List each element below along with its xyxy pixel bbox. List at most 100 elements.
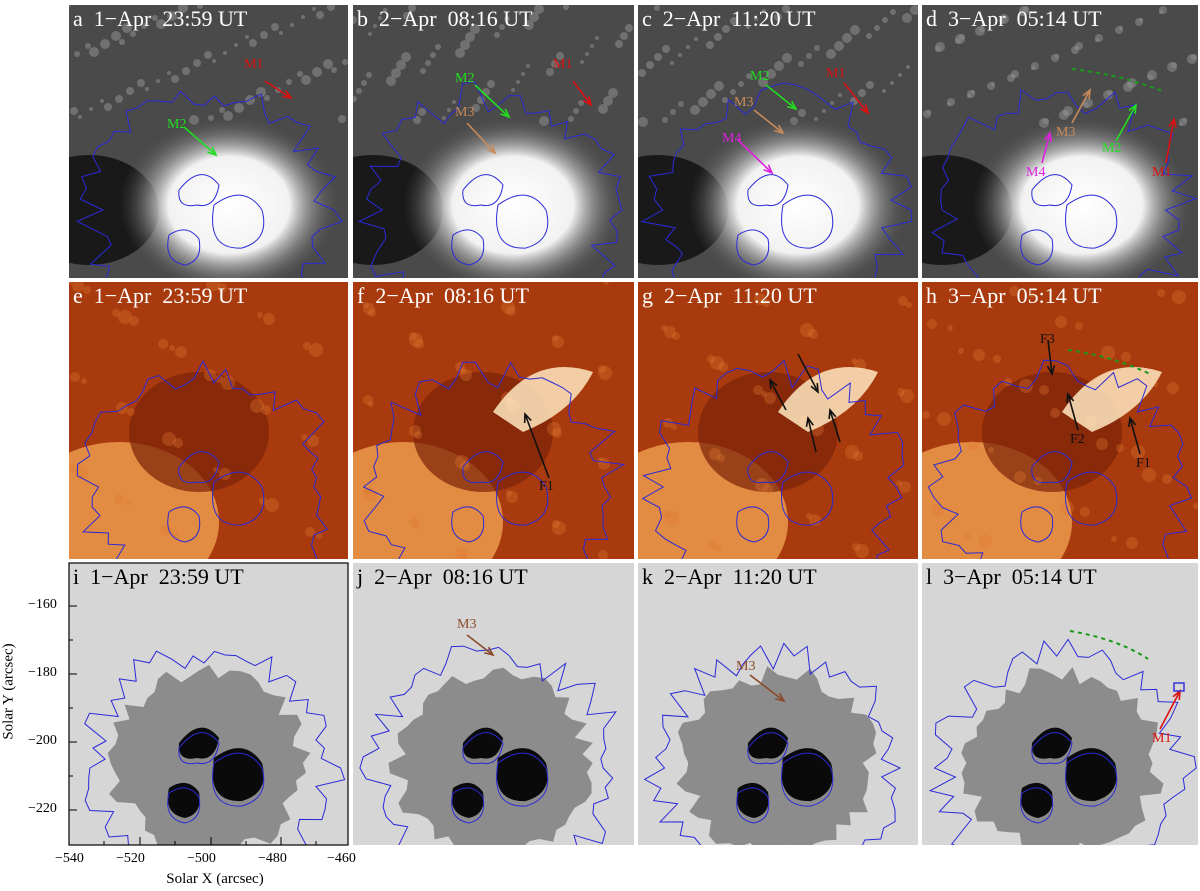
network-element	[145, 87, 149, 91]
flare-ribbon	[778, 367, 878, 432]
penumbra-contour	[76, 90, 343, 278]
network-element	[264, 95, 270, 101]
network-element	[798, 61, 804, 67]
umbra-contour	[1020, 787, 1054, 824]
euv-texture	[409, 517, 419, 527]
network-element	[111, 31, 121, 41]
network-element	[898, 73, 902, 77]
arrow-f3-head	[1046, 365, 1056, 377]
network-element	[104, 103, 112, 111]
network-element	[182, 67, 190, 75]
panel-label: k 2−Apr 11:20 UT	[642, 564, 817, 589]
euv-texture	[1009, 286, 1019, 296]
network-element	[78, 115, 82, 119]
euv-texture	[717, 454, 725, 462]
penumbra-contour	[359, 645, 617, 845]
euv-texture	[927, 319, 937, 329]
umbra	[451, 782, 484, 818]
umbra-contour	[167, 229, 201, 266]
x-tick-label: −520	[116, 851, 145, 866]
euv-texture	[160, 524, 172, 536]
penumbra-contour	[640, 82, 913, 278]
arrow-m3-head	[1082, 88, 1091, 100]
euv-texture	[69, 464, 76, 472]
euv-texture	[754, 293, 766, 305]
network-element	[331, 67, 337, 73]
network-element	[1095, 38, 1099, 42]
network-element	[526, 64, 530, 68]
feature-label-m2: M2	[750, 69, 770, 84]
euv-texture	[851, 358, 857, 364]
euv-texture	[672, 332, 680, 340]
arrow-m2-head	[1128, 103, 1137, 115]
flare-ribbon	[1062, 367, 1162, 432]
arrow-m1	[1159, 690, 1181, 730]
umbra-contour	[167, 506, 201, 543]
euv-texture	[897, 388, 905, 396]
network-element	[798, 109, 806, 117]
feature-label-m1: M1	[826, 66, 846, 81]
euv-texture	[1111, 536, 1117, 542]
network-element	[620, 32, 628, 40]
arrow-m3-head	[775, 692, 786, 703]
network-element	[368, 32, 372, 36]
euv-texture	[922, 411, 930, 419]
umbra-contour	[451, 787, 485, 824]
network-element	[297, 71, 303, 77]
euv-texture	[755, 478, 769, 492]
x-axis-label: Solar X (arcsec)	[166, 871, 264, 887]
euv-texture	[368, 309, 376, 317]
network-element	[563, 5, 569, 10]
euv-texture	[455, 547, 467, 559]
network-element	[615, 40, 623, 48]
network-element	[418, 108, 426, 116]
network-element	[1179, 122, 1183, 126]
euv-texture	[215, 375, 223, 383]
umbra-contour	[1031, 174, 1073, 207]
umbra-contour	[1065, 194, 1118, 249]
euv-texture	[763, 484, 773, 494]
network-element	[882, 89, 886, 93]
umbra-contour	[736, 229, 770, 266]
umbra-contour	[781, 752, 834, 807]
euv-texture	[988, 447, 994, 453]
network-element	[435, 44, 441, 50]
umbra-contour	[1020, 506, 1054, 543]
feature-label-m3: M3	[736, 659, 756, 674]
euv-texture	[83, 286, 91, 294]
euv-texture	[598, 366, 612, 380]
network-element	[706, 41, 714, 49]
arrow-f2	[1067, 393, 1079, 431]
arrow-f2-head	[1066, 392, 1075, 404]
umbra	[496, 748, 548, 802]
euv-texture	[806, 513, 812, 519]
network-element	[323, 59, 333, 69]
euv-texture	[1121, 352, 1131, 362]
euv-texture	[552, 428, 562, 438]
network-element	[100, 39, 110, 49]
network-element	[74, 51, 80, 57]
network-element	[967, 94, 971, 98]
feature-label-m2: M2	[167, 117, 187, 132]
network-element	[327, 5, 335, 11]
feature-label-m4: M4	[1026, 165, 1046, 180]
network-element	[834, 41, 844, 51]
network-element	[866, 33, 872, 39]
feature-label-m1: M1	[1152, 165, 1172, 180]
network-element	[89, 107, 93, 111]
euv-texture	[718, 362, 728, 372]
network-element	[890, 9, 896, 15]
euv-texture	[69, 282, 72, 285]
euv-texture	[1131, 445, 1145, 459]
network-element	[141, 23, 147, 29]
euv-texture	[1039, 385, 1049, 395]
euv-texture	[809, 514, 821, 526]
feature-label-m3: M3	[734, 95, 754, 110]
arrow-f1-head	[523, 412, 532, 424]
network-element	[403, 12, 411, 20]
umbra-contour	[496, 471, 549, 526]
penumbra-contour	[357, 80, 623, 278]
euv-texture	[664, 326, 676, 338]
network-element	[511, 88, 515, 92]
network-element	[234, 103, 244, 113]
